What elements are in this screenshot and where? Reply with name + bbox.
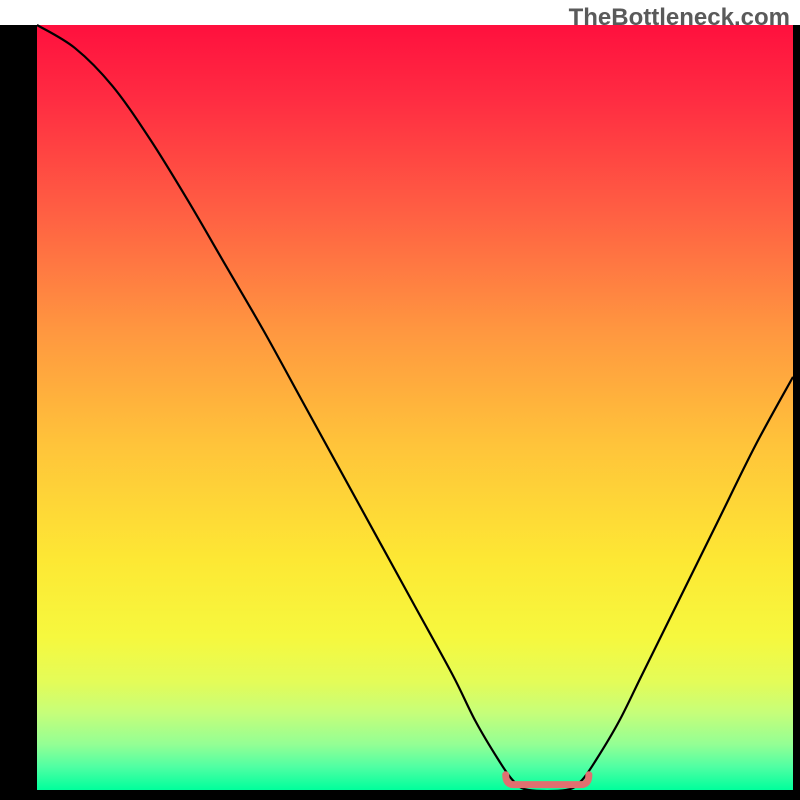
attribution-text: TheBottleneck.com bbox=[569, 4, 790, 32]
chart-container: TheBottleneck.com bbox=[0, 0, 800, 800]
border-right bbox=[793, 25, 800, 800]
border-left bbox=[0, 25, 37, 800]
border-bottom bbox=[0, 790, 800, 800]
bottleneck-plot bbox=[0, 0, 800, 800]
